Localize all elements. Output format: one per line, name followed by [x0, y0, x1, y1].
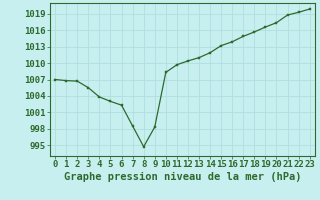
X-axis label: Graphe pression niveau de la mer (hPa): Graphe pression niveau de la mer (hPa) — [64, 172, 301, 182]
